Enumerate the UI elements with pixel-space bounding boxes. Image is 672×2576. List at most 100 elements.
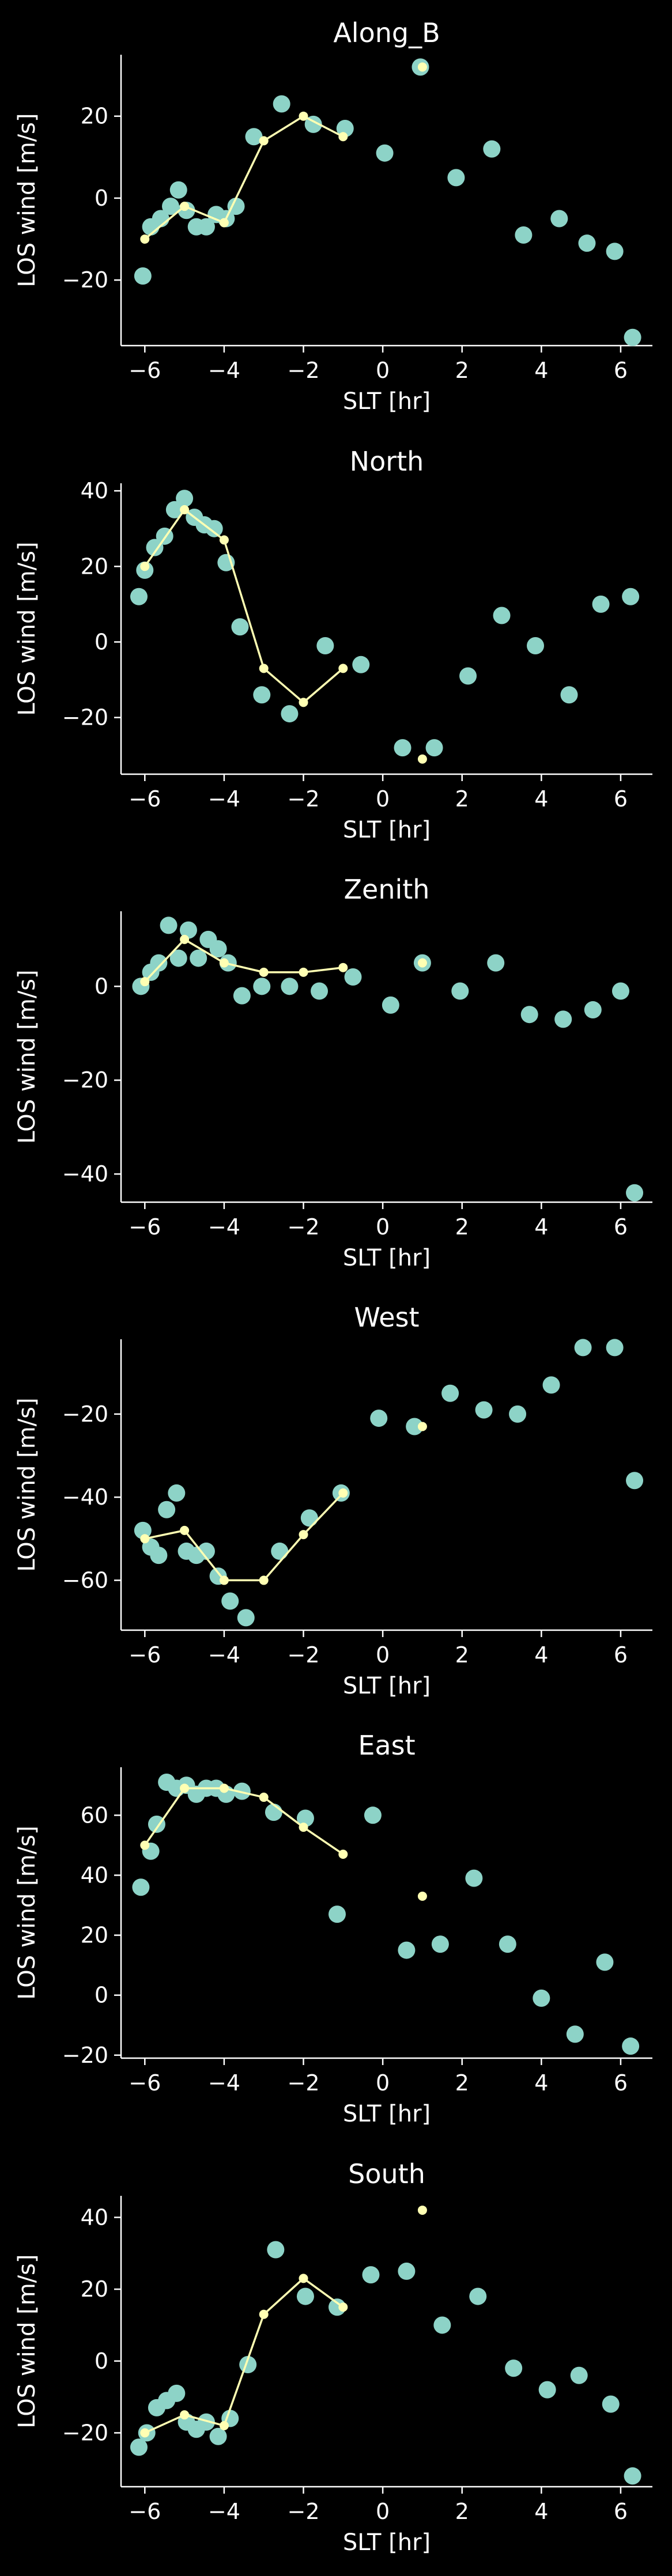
x-tick-label: 4 [534,358,548,383]
y-tick-label: 40 [81,2204,108,2230]
y-tick-label: 20 [81,1923,108,1948]
highlight-point [417,958,427,968]
y-tick-label: 0 [95,973,108,999]
scatter-point [542,1376,560,1394]
x-tick-label: −6 [129,2499,161,2524]
scatter-point [554,1010,572,1028]
panel-title: South [348,2158,425,2189]
y-tick-label: −40 [62,1484,108,1510]
x-axis-label: SLT [hr] [343,817,431,843]
line-point [259,967,269,977]
x-tick-label: 4 [534,786,548,812]
scatter-point [596,1953,614,1971]
series-line [144,508,344,704]
highlight-point [417,2205,427,2215]
scatter-point [624,2467,641,2485]
x-tick-label: −4 [208,358,240,383]
scatter-point [165,501,183,518]
x-tick-label: 4 [534,1214,548,1240]
line-point [338,132,348,142]
line-point [299,2274,308,2283]
line-point [180,2410,190,2420]
y-tick-label: −20 [62,1067,108,1093]
x-tick-label: −6 [129,358,161,383]
line-point [140,977,150,987]
scatter-point [162,198,180,215]
scatter-point [606,1339,624,1357]
scatter-point [160,916,178,934]
scatter-point [362,2266,380,2284]
highlight-point [417,1891,427,1901]
line-point [180,202,190,211]
scatter-point [267,2241,285,2259]
x-tick-label: −4 [208,1214,240,1240]
scatter-point [233,987,251,1005]
x-tick-label: 6 [614,1214,628,1240]
x-tick-label: 2 [455,358,469,383]
scatter-point [233,1782,251,1800]
scatter-point [134,267,152,285]
x-tick-label: −2 [287,786,319,812]
scatter-point [622,588,640,605]
x-tick-label: 6 [614,2499,628,2524]
line-point [140,562,150,571]
scatter-point [132,1878,150,1896]
y-axis-label: LOS wind [m/s] [14,113,40,287]
scatter-point [382,996,399,1014]
highlight-point [417,1422,427,1431]
x-tick-label: 2 [455,786,469,812]
y-tick-label: 40 [81,1862,108,1888]
scatter-point [328,2298,346,2316]
scatter-point [515,226,533,244]
line-point [338,664,348,673]
line-point [140,1840,150,1850]
scatter-point [376,144,394,162]
line-point [259,664,269,673]
y-axis-label: LOS wind [m/s] [14,1397,40,1571]
scatter-point [237,1609,255,1627]
y-tick-label: −20 [62,2043,108,2068]
line-point [299,1823,308,1832]
scatter-point [316,637,334,655]
x-tick-label: −4 [208,2070,240,2096]
x-tick-label: 0 [376,786,390,812]
x-tick-label: 0 [376,1214,390,1240]
y-axis-label: LOS wind [m/s] [14,969,40,1143]
line-point [338,1849,348,1859]
scatter-point [626,1184,644,1202]
x-tick-label: −4 [208,2499,240,2524]
panel-title: Zenith [344,874,430,905]
scatter-point [146,539,164,556]
scatter-point [493,607,511,624]
x-axis-label: SLT [hr] [343,2101,431,2127]
y-tick-label: 20 [81,104,108,129]
y-tick-label: 40 [81,478,108,503]
scatter-point [245,128,263,146]
scatter-point [505,2359,523,2377]
y-tick-label: −40 [62,1161,108,1187]
line-point [180,1783,190,1793]
scatter-point [311,982,329,1000]
x-tick-label: −6 [129,786,161,812]
scatter-point [370,1410,388,1427]
scatter-point [190,949,207,967]
scatter-point [626,1472,644,1490]
scatter-point [425,739,443,757]
x-tick-label: 0 [376,2070,390,2096]
scatter-point [398,1941,416,1959]
scatter-point [197,218,215,236]
scatter-point [441,1384,459,1402]
scatter-point [574,1339,592,1357]
scatter-point [533,1989,550,2007]
y-tick-label: 20 [81,554,108,579]
line-point [338,2302,348,2312]
line-point [299,1530,308,1540]
scatter-point [431,1935,449,1953]
x-tick-label: 2 [455,1642,469,1668]
line-point [299,967,308,977]
